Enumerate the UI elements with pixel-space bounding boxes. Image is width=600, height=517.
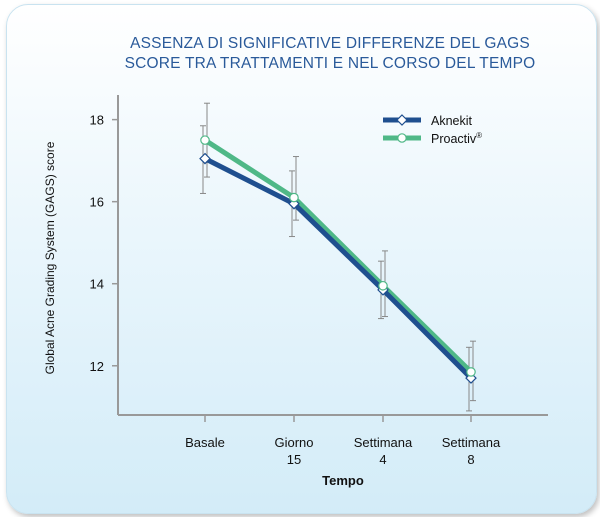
- y-tick-label: 14: [90, 277, 104, 292]
- data-point-proactiv: [378, 280, 388, 291]
- legend-marker-aknekit: [396, 114, 408, 126]
- legend-label: Aknekit: [431, 114, 473, 128]
- x-tick-label: 4: [379, 452, 386, 467]
- data-point-proactiv: [200, 135, 210, 145]
- legend-marker-proactiv: [397, 133, 407, 143]
- series-line-proactiv: [202, 137, 474, 375]
- y-axis-label: Global Acne Grading System (GAGS) score: [43, 141, 57, 374]
- y-tick-label: 16: [90, 195, 104, 210]
- x-tick-label: Settimana: [354, 435, 413, 450]
- data-point-proactiv: [289, 192, 299, 203]
- chart-title-line-1: ASSENZA DI SIGNIFICATIVE DIFFERENZE DEL …: [130, 35, 530, 52]
- legend-label-superscript: ®: [476, 131, 482, 140]
- data-point-aknekit: [199, 152, 211, 165]
- data-point-proactiv: [466, 367, 476, 377]
- series-line-aknekit: [202, 156, 474, 381]
- x-tick-label: Settimana: [442, 435, 501, 450]
- x-tick-label: 8: [467, 452, 474, 467]
- y-tick-label: 18: [90, 113, 104, 128]
- x-tick-label: 15: [287, 452, 301, 467]
- chart-title: ASSENZA DI SIGNIFICATIVE DIFFERENZE DEL …: [80, 34, 580, 74]
- y-tick-label: 12: [90, 359, 104, 374]
- x-tick-label: Basale: [185, 435, 225, 450]
- x-axis-label: Tempo: [322, 473, 364, 488]
- legend-label: Proactiv®: [431, 131, 482, 146]
- chart-title-line-2: SCORE TRA TRATTAMENTI E NEL CORSO DEL TE…: [124, 55, 536, 72]
- x-tick-label: Giorno: [274, 435, 313, 450]
- chart-card: [6, 4, 597, 514]
